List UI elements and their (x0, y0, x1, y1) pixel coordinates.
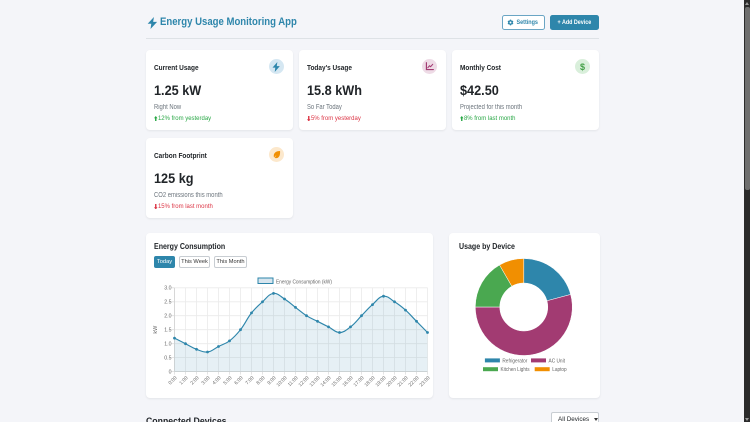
svg-text:3.0: 3.0 (164, 286, 171, 292)
svg-text:1.5: 1.5 (164, 328, 171, 334)
svg-text:23:00: 23:00 (419, 375, 432, 388)
svg-text:16:00: 16:00 (342, 375, 355, 388)
svg-text:Energy Consumption (kW): Energy Consumption (kW) (276, 280, 332, 286)
svg-text:19:00: 19:00 (375, 375, 388, 388)
svg-text:22:00: 22:00 (408, 375, 421, 388)
svg-text:14:00: 14:00 (320, 375, 333, 388)
svg-text:2.5: 2.5 (164, 300, 171, 306)
svg-text:12:00: 12:00 (298, 375, 311, 388)
svg-text:7:00: 7:00 (244, 375, 255, 386)
svg-text:0.5: 0.5 (164, 356, 171, 362)
svg-text:17:00: 17:00 (353, 375, 366, 388)
svg-text:13:00: 13:00 (309, 375, 322, 388)
svg-text:6:00: 6:00 (233, 375, 244, 386)
svg-text:9:00: 9:00 (266, 375, 277, 386)
svg-text:2:00: 2:00 (189, 375, 200, 386)
svg-text:0: 0 (169, 370, 172, 376)
svg-text:0:00: 0:00 (167, 375, 178, 386)
svg-text:1.0: 1.0 (164, 342, 171, 348)
svg-text:Kitchen Lights: Kitchen Lights (501, 367, 530, 373)
svg-text:5:00: 5:00 (222, 375, 233, 386)
svg-text:Laptop: Laptop (552, 367, 567, 373)
svg-text:Refrigerator: Refrigerator (502, 358, 527, 364)
svg-text:20:00: 20:00 (386, 375, 399, 388)
svg-text:8:00: 8:00 (255, 375, 266, 386)
svg-text:3:00: 3:00 (200, 375, 211, 386)
svg-text:4:00: 4:00 (211, 375, 222, 386)
svg-text:21:00: 21:00 (397, 375, 410, 388)
svg-text:11:00: 11:00 (287, 375, 300, 388)
svg-text:2.0: 2.0 (164, 314, 171, 320)
svg-text:10:00: 10:00 (276, 375, 289, 388)
svg-text:kW: kW (153, 325, 159, 334)
svg-text:18:00: 18:00 (364, 375, 377, 388)
svg-text:AC Unit: AC Unit (549, 358, 566, 364)
svg-text:1:00: 1:00 (178, 375, 189, 386)
svg-text:15:00: 15:00 (331, 375, 344, 388)
